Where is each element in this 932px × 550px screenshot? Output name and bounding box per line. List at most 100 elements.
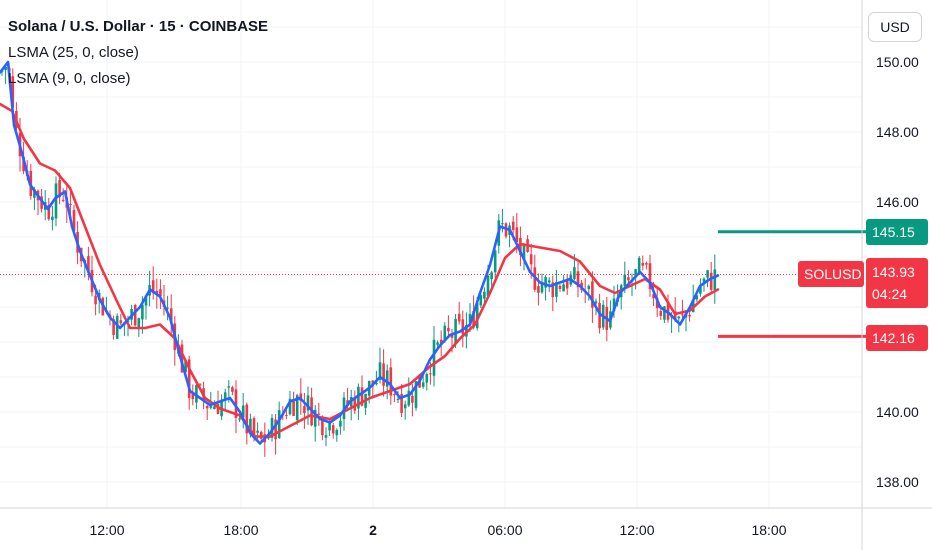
candle-body [144,295,148,306]
candle-body [591,281,594,308]
candle-body [317,413,321,415]
candle-body [623,274,627,287]
candle-body [659,310,663,316]
candle-body [51,216,54,221]
candle-body [447,327,450,332]
indicator-lsma-9[interactable]: LSMA (9, 0, close) [8,70,131,87]
candle-body [87,256,90,273]
candle-body [490,272,493,280]
candle-body [713,269,717,290]
candle-body [389,367,393,396]
candle-body [133,304,137,326]
candle-body [72,210,76,231]
candle-body [627,277,630,281]
candle-body [454,318,457,344]
candle-body [288,398,292,415]
candle-body [249,418,252,433]
candle-body [94,295,97,305]
candle-body [425,373,429,383]
candle-body [339,420,342,427]
time-tick-label: 18:00 [751,522,786,538]
candle-body [295,395,299,421]
candle-body [353,397,357,411]
candle-body [328,421,331,431]
candle-body [54,183,58,219]
candle-body [313,409,317,427]
price-tick-label: 150.00 [876,54,919,70]
candle-body [709,272,713,290]
candle-body [335,429,339,436]
candle-body [598,303,601,329]
candle-body [688,314,691,317]
candle-body [184,361,187,373]
candle-body [382,363,385,386]
candle-body [187,359,191,399]
candle-body [666,301,670,320]
candle-body [241,405,245,418]
candle-body [612,298,616,312]
candle-body [393,394,396,396]
candle-body [429,373,432,375]
candle-body [677,316,681,319]
candle-body [205,405,209,409]
candle-body [540,284,544,293]
lsma-25-line [0,102,720,438]
candle-body [522,244,526,261]
currency-button[interactable]: USD [868,12,922,42]
candle-body [119,320,123,324]
candle-body [634,269,637,277]
candle-body [61,199,65,201]
candle-body [270,417,274,438]
candle-body [141,304,144,320]
horizontal-lines [0,230,866,338]
candle-body [400,393,403,414]
candle-body [501,223,504,225]
candle-body [411,395,414,403]
candle-body [681,314,684,316]
candle-body [457,313,461,322]
chart-title[interactable]: Solana / U.S. Dollar · 15 · COINBASE [8,18,269,35]
upper-line-price-label: 145.15 [866,219,928,245]
candle-body [292,398,295,416]
candle-body [472,310,475,328]
candle-body [166,307,169,309]
candle-body [432,339,436,376]
candle-body [461,319,465,335]
time-tick-label: 2 [369,522,377,538]
candle-body [529,254,533,265]
candle-body [209,406,213,408]
candle-body [555,282,558,297]
candle-body [511,221,515,231]
chart-legend: Solana / U.S. Dollar · 15 · COINBASE LSM… [8,14,268,92]
bar-countdown: 04:24 [872,286,908,302]
candle-body [702,278,706,282]
candle-body [587,285,591,290]
candle-body [58,179,61,198]
candle-body [706,270,709,278]
candle-body [537,286,540,293]
candle-body [573,267,576,279]
candle-body [663,306,666,320]
candle-body [378,362,382,380]
candle-body [159,289,162,296]
last-price-value: 143.93 [872,264,915,280]
candle-body [252,418,256,436]
candle-body [576,271,580,288]
candle-body [238,418,241,420]
candle-body [436,342,439,345]
indicator-lines [0,60,720,445]
candle-body [695,295,699,300]
candle-body [375,383,378,385]
candle-body [306,395,310,411]
candle-body [227,386,231,388]
price-tick-label: 138.00 [876,474,919,490]
candle-body [443,325,447,340]
candle-body [486,275,490,296]
indicator-lsma-25[interactable]: LSMA (25, 0, close) [8,44,139,61]
candle-body [4,66,7,71]
candle-body [594,301,598,304]
lower-line-price-label: 142.16 [866,325,928,351]
candle-body [112,319,115,336]
candle-body [396,398,400,400]
